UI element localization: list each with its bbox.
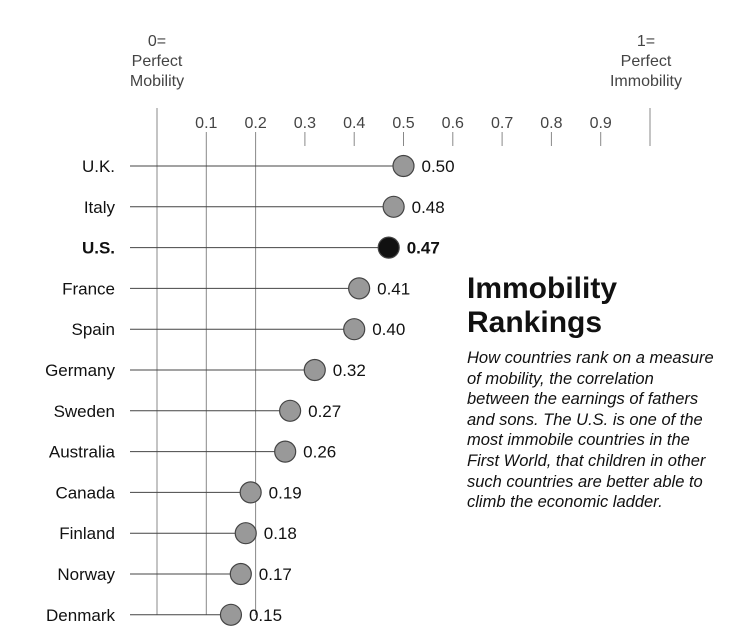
value-label: 0.50 xyxy=(422,157,455,176)
value-label: 0.32 xyxy=(333,361,366,380)
right-axis-label-line: 1= xyxy=(637,33,655,50)
data-point xyxy=(377,236,400,259)
tick-label: 0.8 xyxy=(540,115,562,132)
axis-end-labels: 0= Perfect Mobility 1= Perfect Immobility xyxy=(130,33,682,90)
data-point xyxy=(239,481,262,504)
category-label: Canada xyxy=(55,483,115,502)
tick-label: 0.1 xyxy=(195,115,217,132)
data-point xyxy=(392,154,415,178)
tick-label: 0.5 xyxy=(392,115,414,132)
left-axis-label-line: 0= xyxy=(148,33,166,50)
tick-label: 0.9 xyxy=(590,115,612,132)
chart-title: Immobility Rankings xyxy=(467,272,618,339)
value-label: 0.15 xyxy=(249,606,282,625)
tick-label: 0.2 xyxy=(244,115,266,132)
data-point xyxy=(382,195,405,218)
right-axis-label-line: Immobility xyxy=(610,73,682,90)
right-axis-label-line: Perfect xyxy=(621,53,672,70)
category-label: Sweden xyxy=(54,402,115,421)
tick-label: 0.4 xyxy=(343,115,365,132)
value-label: 0.48 xyxy=(412,198,445,217)
tick-label: 0.6 xyxy=(442,115,464,132)
left-axis-label-line: Perfect xyxy=(132,53,183,70)
category-label: Italy xyxy=(84,198,116,217)
category-label: Spain xyxy=(72,320,115,339)
left-axis-label-line: Mobility xyxy=(130,73,184,90)
data-point xyxy=(279,399,302,422)
value-label: 0.17 xyxy=(259,565,292,584)
category-label: Norway xyxy=(57,565,115,584)
value-label: 0.27 xyxy=(308,402,341,421)
tick-label: 0.7 xyxy=(491,115,513,132)
data-point xyxy=(303,358,326,382)
tick-label: 0.3 xyxy=(294,115,316,132)
category-label: Finland xyxy=(59,524,115,543)
category-label: U.K. xyxy=(82,157,115,176)
value-label: 0.19 xyxy=(269,483,302,502)
value-label: 0.26 xyxy=(303,443,336,462)
category-label: Denmark xyxy=(46,606,115,625)
data-rows: U.K. 0.50 Italy 0.48 U.S. 0.47 France 0.41 Spain… xyxy=(45,154,455,626)
category-label: Germany xyxy=(45,361,115,380)
data-point xyxy=(274,440,297,463)
category-label: U.S. xyxy=(82,239,115,258)
data-point xyxy=(229,562,252,586)
data-point xyxy=(348,277,371,300)
value-label: 0.40 xyxy=(372,320,405,339)
value-label: 0.47 xyxy=(407,239,440,258)
value-label: 0.41 xyxy=(377,279,410,298)
data-point xyxy=(219,603,243,626)
value-label: 0.18 xyxy=(264,524,297,543)
data-point xyxy=(234,522,257,545)
category-label: Australia xyxy=(49,443,116,462)
chart-subtitle: How countries rank on a measure of mobil… xyxy=(467,349,714,512)
data-point xyxy=(343,318,366,341)
x-axis-ticks: 0.1 0.2 0.3 0.4 0.5 0.6 0.7 0.8 0.9 xyxy=(195,115,612,132)
category-label: France xyxy=(62,279,115,298)
chart-caption: Immobility Rankings How countries rank o… xyxy=(467,272,717,513)
